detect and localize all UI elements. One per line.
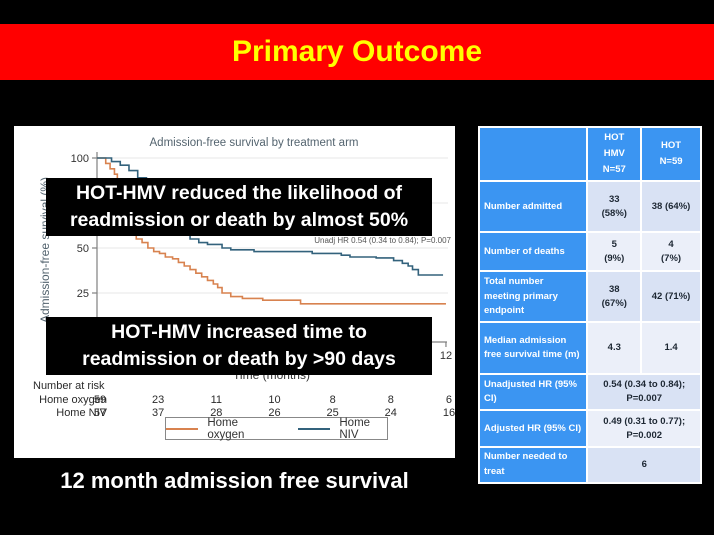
nar-value: 24 (385, 407, 397, 419)
legend-label-home-niv: Home NIV (339, 416, 371, 441)
nar-value: 28 (210, 407, 222, 419)
home-oxygen-line-swatch (166, 427, 199, 430)
survival-curve-home-niv (97, 157, 444, 276)
nar-row-label: Home NIV (56, 407, 107, 419)
slide-title: Primary Outcome (231, 35, 483, 68)
value-cell: 5 (9%) (586, 231, 643, 273)
value-cell: 42 (71%) (640, 270, 702, 324)
outcomes-table-panel: HOT HMV N=57 HOT N=59 Number admitted 33 (5… (477, 125, 702, 484)
legend-label-home-oxygen: Home oxygen (207, 416, 245, 441)
nar-value: 16 (443, 407, 455, 419)
overlay-text-line: readmission or death by >90 days (82, 348, 396, 370)
row-label-cell: Unadjusted HR (95% CI) (477, 373, 589, 412)
table-row: Median admission free survival time (m) 4… (477, 321, 702, 376)
header-cell: HOT HMV N=57 (586, 125, 643, 183)
header-blank-cell (477, 125, 589, 183)
nar-value: 57 (94, 407, 106, 419)
chart-legend: Home oxygen Home NIV (165, 416, 388, 441)
overlay-reduced-likelihood: HOT-HMV reduced the likelihood of readmi… (46, 178, 432, 236)
value-cell: 33 (58%) (586, 180, 643, 234)
nar-value: 11 (211, 394, 222, 406)
y-tick-label: 100 (71, 153, 89, 165)
nar-value: 37 (152, 407, 164, 419)
table-row: Adjusted HR (95% CI) 0.49 (0.31 to 0.77);… (477, 409, 702, 449)
y-tick-label: 50 (77, 243, 89, 255)
table-header-row: HOT HMV N=57 HOT N=59 (477, 125, 702, 183)
nar-value: 8 (388, 394, 394, 406)
overlay-text-line: HOT-HMV reduced the likelihood of (75, 182, 403, 204)
outcomes-table: HOT HMV N=57 HOT N=59 Number admitted 33 (5… (477, 125, 702, 484)
table-row: Number admitted 33 (58%) 38 (64%) (477, 180, 702, 234)
nar-value: 26 (268, 407, 280, 419)
row-label-cell: Number admitted (477, 180, 589, 234)
hr-annotation: Unadj HR 0.54 (0.34 to 0.84); P=0.007 (314, 236, 451, 245)
home-niv-line-swatch (298, 427, 331, 430)
nar-value: 8 (330, 394, 336, 406)
overlay-text-line: readmission or death by almost 50% (69, 209, 409, 231)
nar-row-label: Home oxygen (39, 394, 107, 406)
value-cell-merged: 6 (586, 446, 702, 484)
value-cell: 4.3 (586, 321, 643, 376)
x-tick-label: 12 (440, 350, 452, 362)
nar-value: 10 (268, 394, 280, 406)
number-at-risk-title: Number at risk (33, 380, 105, 392)
nar-value: 25 (327, 407, 339, 419)
overlay-text-line: HOT-HMV increased time to (111, 321, 367, 343)
nar-value: 6 (446, 394, 452, 406)
title-banner: Primary Outcome (0, 24, 714, 80)
value-cell-merged: 0.49 (0.31 to 0.77); P=0.002 (586, 409, 702, 449)
overlay-increased-time: HOT-HMV increased time to readmission or… (46, 317, 432, 375)
survival-chart-panel: Admission-free survival by treatment arm… (14, 126, 455, 458)
table-row: Number needed to treat 6 (477, 446, 702, 484)
nar-value: 59 (94, 394, 106, 406)
row-label-cell: Number of deaths (477, 231, 589, 273)
value-cell: 1.4 (640, 321, 702, 376)
nar-value: 23 (152, 394, 164, 406)
chart-title: Admission-free survival by treatment arm (149, 137, 359, 149)
table-row: Total number meeting primary endpoint 38 … (477, 270, 702, 324)
row-label-cell: Total number meeting primary endpoint (477, 270, 589, 324)
table-row: Number of deaths 5 (9%) 4 (7%) (477, 231, 702, 273)
row-label-cell: Median admission free survival time (m) (477, 321, 589, 376)
y-tick-label: 25 (77, 288, 89, 300)
value-cell: 38 (64%) (640, 180, 702, 234)
row-label-cell: Number needed to treat (477, 446, 589, 484)
table-row: Unadjusted HR (95% CI) 0.54 (0.34 to 0.84… (477, 373, 702, 412)
row-label-cell: Adjusted HR (95% CI) (477, 409, 589, 449)
value-cell-merged: 0.54 (0.34 to 0.84); P=0.007 (586, 373, 702, 412)
bottom-caption: 12 month admission free survival (60, 468, 409, 493)
value-cell: 38 (67%) (586, 270, 643, 324)
value-cell: 4 (7%) (640, 231, 702, 273)
header-cell: HOT N=59 (640, 125, 702, 183)
